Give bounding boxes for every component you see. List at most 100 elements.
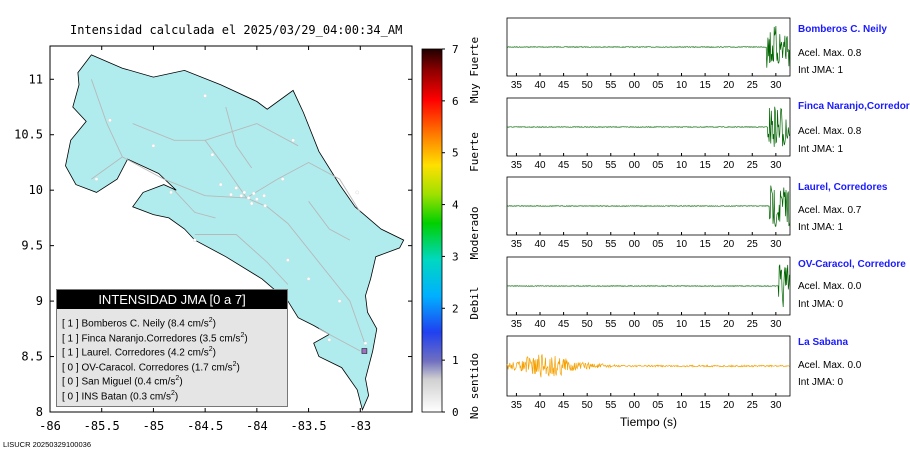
x-tick-label: 25 bbox=[747, 239, 759, 250]
town-marker bbox=[363, 341, 368, 346]
town-marker bbox=[251, 191, 256, 196]
colorbar-tick-label: 7 bbox=[452, 43, 459, 56]
town-marker bbox=[355, 190, 360, 195]
y-tick-label: 9.5 bbox=[21, 239, 43, 253]
road-line bbox=[225, 106, 253, 169]
town-marker bbox=[94, 177, 99, 181]
x-tick-label: 00 bbox=[629, 160, 641, 171]
x-tick-label: 00 bbox=[629, 319, 641, 330]
seismogram-trace bbox=[506, 185, 790, 227]
road-line bbox=[132, 123, 299, 147]
y-tick-label: 8 bbox=[36, 405, 43, 419]
x-tick-label: 05 bbox=[652, 80, 664, 91]
x-tick-label: -86 bbox=[39, 419, 61, 433]
town-marker bbox=[151, 143, 156, 148]
colorbar-label: Moderado bbox=[468, 207, 481, 260]
station-int: Int JMA: 1 bbox=[798, 144, 844, 155]
town-marker bbox=[234, 186, 238, 190]
colorbar-label: Muy Fuerte bbox=[468, 37, 481, 103]
legend-entry: [ 1 ] Bomberos C. Neily (8.4 cm/s2) bbox=[62, 317, 216, 330]
x-tick-label: 40 bbox=[534, 239, 546, 250]
x-tick-label: 30 bbox=[770, 80, 782, 91]
road-line bbox=[308, 201, 351, 241]
town-marker bbox=[239, 193, 244, 198]
x-tick-label: 55 bbox=[605, 239, 617, 250]
colorbar-tick-label: 5 bbox=[452, 147, 459, 160]
x-tick-label: 05 bbox=[652, 160, 664, 171]
x-tick-label: 25 bbox=[747, 160, 759, 171]
x-tick-label: 10 bbox=[676, 400, 688, 411]
station-int: Int JMA: 1 bbox=[798, 65, 844, 76]
seismogram-trace bbox=[506, 264, 790, 308]
road-line bbox=[194, 234, 289, 285]
x-tick-label: 50 bbox=[582, 319, 594, 330]
town-marker bbox=[262, 193, 266, 198]
x-tick-label: 05 bbox=[652, 319, 664, 330]
x-tick-label: 30 bbox=[770, 400, 782, 411]
legend-entry: [ 1 ] Finca Naranjo.Corredores (3.5 cm/s… bbox=[62, 331, 248, 344]
town-marker bbox=[192, 238, 197, 242]
town-marker bbox=[263, 203, 267, 208]
x-tick-label: 45 bbox=[558, 160, 570, 171]
station-int: Int JMA: 0 bbox=[798, 299, 844, 310]
station-name: Bomberos C. Neily bbox=[798, 24, 887, 35]
legend-entry: [ 0 ] San Miguel (0.4 cm/s2) bbox=[62, 375, 183, 388]
x-tick-label: 10 bbox=[676, 80, 688, 91]
x-tick-label: 00 bbox=[629, 400, 641, 411]
x-tick-label: 35 bbox=[511, 80, 523, 91]
town-marker bbox=[169, 190, 173, 195]
x-tick-label: 10 bbox=[676, 239, 688, 250]
x-tick-label: 35 bbox=[511, 400, 523, 411]
town-marker bbox=[249, 201, 254, 206]
x-tick-label: 25 bbox=[747, 80, 759, 91]
town-marker bbox=[210, 152, 215, 157]
x-tick-label: 40 bbox=[534, 319, 546, 330]
seismogram-trace bbox=[506, 106, 790, 147]
colorbar-label: No sentido bbox=[468, 353, 481, 419]
town-marker bbox=[306, 277, 311, 281]
town-marker bbox=[229, 192, 233, 197]
x-tick-label: 45 bbox=[558, 319, 570, 330]
colorbar-label: Debil bbox=[468, 286, 481, 319]
seismogram-trace bbox=[506, 354, 790, 378]
x-tick-label: -84 bbox=[246, 419, 268, 433]
x-tick-label: -83 bbox=[349, 419, 371, 433]
x-tick-label: 20 bbox=[723, 80, 735, 91]
station-accel: Acel. Max. 0.0 bbox=[798, 281, 862, 292]
footer-id: LISUCR 20250329100036 bbox=[3, 440, 91, 449]
station-accel: Acel. Max. 0.0 bbox=[798, 360, 862, 371]
station-name: Laurel, Corredores bbox=[798, 182, 888, 193]
x-tick-label: 20 bbox=[723, 319, 735, 330]
x-tick-label: 20 bbox=[723, 400, 735, 411]
x-tick-label: 55 bbox=[605, 400, 617, 411]
town-marker bbox=[108, 118, 112, 123]
station-int: Int JMA: 1 bbox=[798, 222, 844, 233]
x-tick-label: 35 bbox=[511, 319, 523, 330]
town-marker bbox=[286, 258, 290, 262]
x-tick-label: 40 bbox=[534, 400, 546, 411]
x-axis-label: Tiempo (s) bbox=[620, 415, 677, 429]
town-marker bbox=[246, 196, 251, 200]
x-tick-label: 50 bbox=[582, 80, 594, 91]
station-marker bbox=[361, 348, 368, 354]
road-line bbox=[204, 140, 247, 199]
x-tick-label: 45 bbox=[558, 239, 570, 250]
town-marker bbox=[280, 177, 285, 181]
colorbar-tick-label: 0 bbox=[452, 406, 459, 419]
station-int: Int JMA: 0 bbox=[798, 377, 844, 388]
map-frame bbox=[49, 45, 413, 413]
y-tick-label: 11 bbox=[29, 72, 43, 86]
x-tick-label: -84.5 bbox=[187, 419, 223, 433]
station-name: Finca Naranjo,Corredor bbox=[798, 101, 910, 112]
legend-entry: [ 1 ] Laurel. Corredores (4.2 cm/s2) bbox=[62, 346, 216, 359]
colorbar-tick-label: 2 bbox=[452, 302, 459, 315]
x-tick-label: 00 bbox=[629, 239, 641, 250]
x-tick-label: 25 bbox=[747, 400, 759, 411]
y-tick-label: 8.5 bbox=[21, 350, 43, 364]
x-tick-label: 10 bbox=[676, 319, 688, 330]
road-line bbox=[246, 161, 361, 213]
y-tick-label: 9 bbox=[36, 294, 43, 308]
x-tick-label: 55 bbox=[605, 160, 617, 171]
x-tick-label: 05 bbox=[652, 239, 664, 250]
